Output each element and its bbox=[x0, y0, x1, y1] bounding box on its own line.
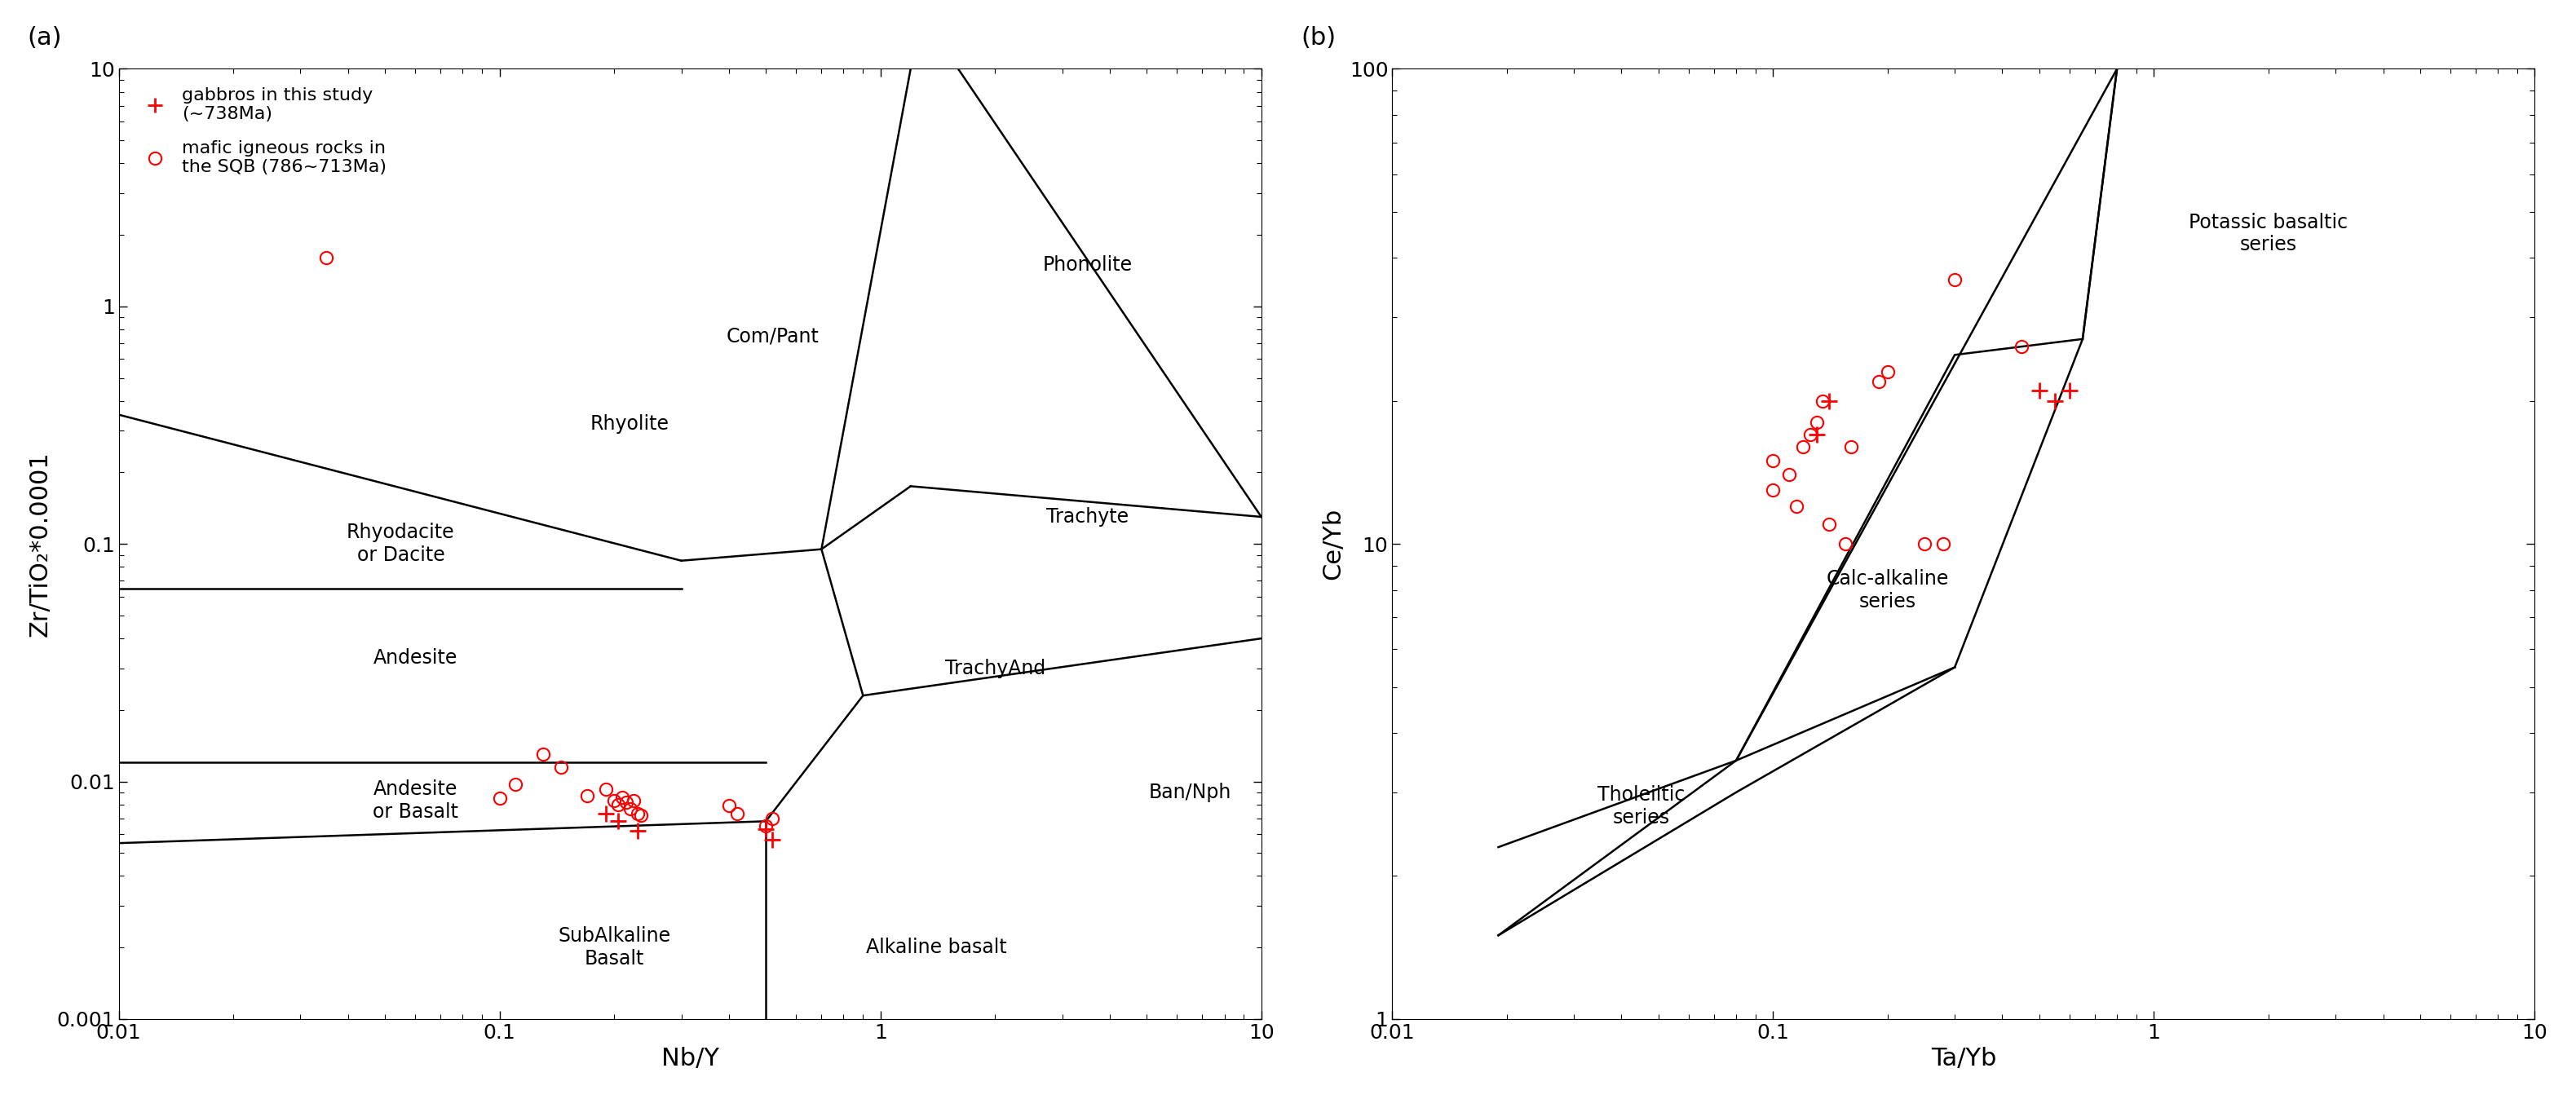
Text: Com/Pant: Com/Pant bbox=[726, 326, 819, 346]
Text: Calc-alkaline
series: Calc-alkaline series bbox=[1826, 569, 1950, 611]
Text: (b): (b) bbox=[1301, 26, 1337, 49]
Legend: gabbros in this study
(~738Ma), mafic igneous rocks in
the SQB (786~713Ma): gabbros in this study (~738Ma), mafic ig… bbox=[129, 78, 397, 185]
Text: Andesite
or Basalt: Andesite or Basalt bbox=[374, 779, 459, 822]
Text: Trachyte: Trachyte bbox=[1046, 507, 1128, 526]
Text: Tholeiitic
series: Tholeiitic series bbox=[1597, 786, 1685, 828]
Text: Potassic basaltic
series: Potassic basaltic series bbox=[2190, 212, 2349, 255]
Text: Rhyodacite
or Dacite: Rhyodacite or Dacite bbox=[348, 523, 456, 565]
Text: Rhyolite: Rhyolite bbox=[590, 414, 670, 434]
Text: Phonolite: Phonolite bbox=[1043, 255, 1133, 275]
Y-axis label: Ce/Yb: Ce/Yb bbox=[1321, 508, 1345, 580]
X-axis label: Ta/Yb: Ta/Yb bbox=[1929, 1047, 1996, 1070]
Text: Andesite: Andesite bbox=[374, 648, 459, 668]
Text: SubAlkaline
Basalt: SubAlkaline Basalt bbox=[559, 926, 670, 968]
Text: (a): (a) bbox=[28, 26, 62, 49]
X-axis label: Nb/Y: Nb/Y bbox=[662, 1047, 719, 1070]
Text: Ban/Nph: Ban/Nph bbox=[1149, 782, 1231, 802]
Text: Alkaline basalt: Alkaline basalt bbox=[866, 937, 1007, 957]
Text: TrachyAnd: TrachyAnd bbox=[945, 658, 1046, 678]
Y-axis label: Zr/TiO₂*0.0001: Zr/TiO₂*0.0001 bbox=[28, 451, 52, 636]
